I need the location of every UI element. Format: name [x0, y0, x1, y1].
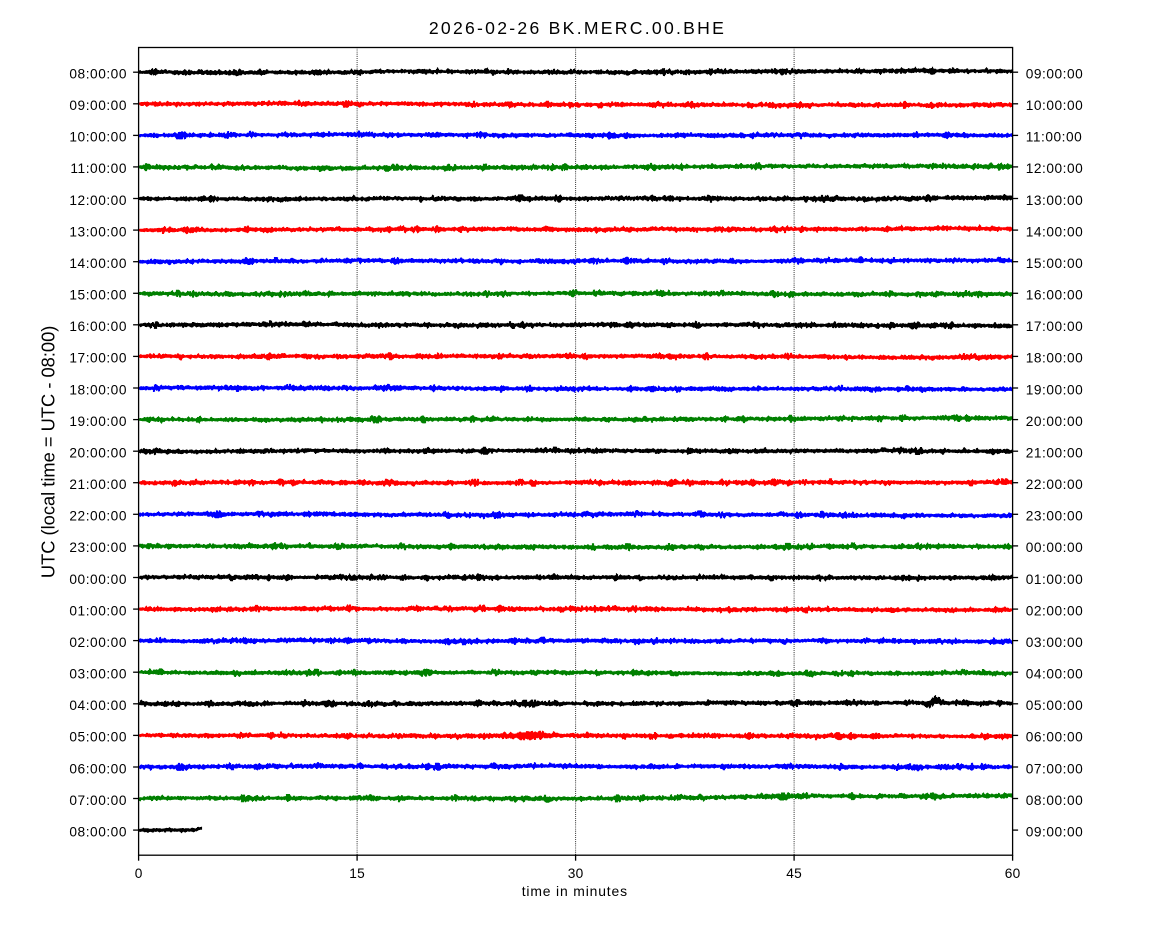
svg-text:00:00:00: 00:00:00 — [69, 572, 127, 587]
svg-text:09:00:00: 09:00:00 — [69, 98, 127, 113]
svg-text:09:00:00: 09:00:00 — [1026, 824, 1084, 839]
svg-text:15:00:00: 15:00:00 — [1026, 256, 1084, 271]
svg-text:21:00:00: 21:00:00 — [69, 477, 127, 492]
svg-text:19:00:00: 19:00:00 — [69, 414, 127, 429]
svg-text:06:00:00: 06:00:00 — [69, 761, 127, 776]
svg-text:17:00:00: 17:00:00 — [1026, 319, 1084, 334]
svg-text:04:00:00: 04:00:00 — [1026, 667, 1084, 682]
svg-text:20:00:00: 20:00:00 — [1026, 414, 1084, 429]
svg-text:UTC (local time = UTC - 08:00): UTC (local time = UTC - 08:00) — [38, 326, 59, 578]
svg-text:01:00:00: 01:00:00 — [69, 603, 127, 618]
svg-text:23:00:00: 23:00:00 — [69, 540, 127, 555]
svg-text:time in minutes: time in minutes — [522, 883, 628, 899]
svg-text:10:00:00: 10:00:00 — [1026, 98, 1084, 113]
svg-text:06:00:00: 06:00:00 — [1026, 730, 1084, 745]
svg-text:15: 15 — [349, 866, 365, 881]
svg-text:08:00:00: 08:00:00 — [1026, 793, 1084, 808]
svg-text:03:00:00: 03:00:00 — [1026, 635, 1084, 650]
svg-text:23:00:00: 23:00:00 — [1026, 509, 1084, 524]
svg-text:14:00:00: 14:00:00 — [1026, 224, 1084, 239]
svg-text:0: 0 — [135, 866, 143, 881]
svg-text:01:00:00: 01:00:00 — [1026, 572, 1084, 587]
svg-text:45: 45 — [786, 866, 802, 881]
svg-text:07:00:00: 07:00:00 — [1026, 761, 1084, 776]
svg-text:17:00:00: 17:00:00 — [69, 351, 127, 366]
svg-text:21:00:00: 21:00:00 — [1026, 446, 1084, 461]
svg-text:15:00:00: 15:00:00 — [69, 288, 127, 303]
svg-text:30: 30 — [568, 866, 584, 881]
svg-text:02:00:00: 02:00:00 — [69, 635, 127, 650]
svg-text:22:00:00: 22:00:00 — [1026, 477, 1084, 492]
svg-text:16:00:00: 16:00:00 — [69, 319, 127, 334]
svg-text:2026-02-26 BK.MERC.00.BHE: 2026-02-26 BK.MERC.00.BHE — [429, 18, 726, 38]
svg-text:14:00:00: 14:00:00 — [69, 256, 127, 271]
svg-text:02:00:00: 02:00:00 — [1026, 603, 1084, 618]
svg-text:18:00:00: 18:00:00 — [1026, 351, 1084, 366]
svg-text:08:00:00: 08:00:00 — [69, 67, 127, 82]
svg-text:19:00:00: 19:00:00 — [1026, 382, 1084, 397]
svg-text:05:00:00: 05:00:00 — [69, 730, 127, 745]
svg-text:12:00:00: 12:00:00 — [69, 193, 127, 208]
svg-text:00:00:00: 00:00:00 — [1026, 540, 1084, 555]
svg-text:07:00:00: 07:00:00 — [69, 793, 127, 808]
svg-text:09:00:00: 09:00:00 — [1026, 67, 1084, 82]
svg-text:60: 60 — [1005, 866, 1021, 881]
svg-text:22:00:00: 22:00:00 — [69, 509, 127, 524]
svg-text:11:00:00: 11:00:00 — [70, 161, 127, 176]
svg-text:12:00:00: 12:00:00 — [1026, 161, 1084, 176]
svg-text:20:00:00: 20:00:00 — [69, 446, 127, 461]
svg-text:03:00:00: 03:00:00 — [69, 667, 127, 682]
svg-text:18:00:00: 18:00:00 — [69, 382, 127, 397]
svg-text:10:00:00: 10:00:00 — [69, 130, 127, 145]
svg-text:08:00:00: 08:00:00 — [69, 824, 127, 839]
svg-text:16:00:00: 16:00:00 — [1026, 288, 1084, 303]
svg-text:13:00:00: 13:00:00 — [1026, 193, 1084, 208]
svg-text:04:00:00: 04:00:00 — [69, 698, 127, 713]
svg-text:05:00:00: 05:00:00 — [1026, 698, 1084, 713]
svg-text:13:00:00: 13:00:00 — [69, 224, 127, 239]
svg-text:11:00:00: 11:00:00 — [1026, 130, 1083, 145]
